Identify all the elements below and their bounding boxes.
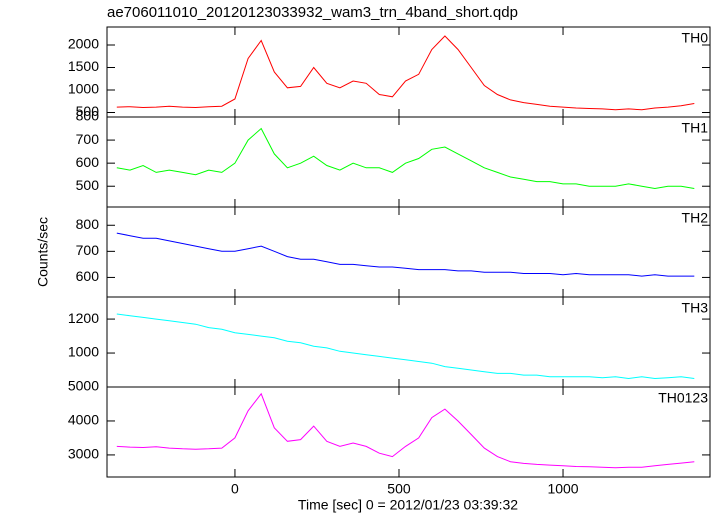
y-tick-label: 800	[76, 108, 100, 124]
data-line	[116, 232, 695, 277]
panel-label: TH0	[682, 30, 709, 46]
y-tick-label: 1000	[68, 81, 99, 97]
panel-frame	[106, 386, 711, 478]
y-tick-label: 800	[76, 216, 100, 232]
x-axis-label: Time [sec] 0 = 2012/01/23 03:39:32	[298, 497, 518, 513]
y-tick-label: 600	[76, 268, 100, 284]
y-tick-label: 700	[76, 242, 100, 258]
panel-label: TH1	[682, 120, 709, 136]
x-tick-label: 0	[231, 481, 239, 497]
y-tick-label: 1500	[68, 58, 99, 74]
y-tick-label: 1200	[68, 310, 99, 326]
y-tick-label: 500	[76, 103, 100, 119]
y-tick-label: 1000	[68, 344, 99, 360]
panel-label: TH3	[682, 300, 709, 316]
y-tick-label: 2000	[68, 36, 99, 52]
chart-title: ae706011010_20120123033932_wam3_trn_4ban…	[107, 4, 518, 21]
y-tick-label: 700	[76, 131, 100, 147]
data-line	[116, 392, 695, 469]
panel-label: TH2	[682, 210, 709, 226]
panel-frame	[106, 206, 711, 298]
y-tick-label: 600	[76, 154, 100, 170]
y-tick-label: 3000	[68, 446, 99, 462]
data-line	[116, 35, 695, 111]
panel-frame	[106, 296, 711, 388]
y-axis-label: Counts/sec	[35, 217, 51, 287]
data-line	[116, 127, 695, 190]
y-tick-label: 500	[76, 177, 100, 193]
x-tick-label: 1000	[547, 481, 578, 497]
y-tick-label: 5000	[68, 378, 99, 394]
panel-label: TH0123	[658, 390, 708, 406]
data-line	[116, 313, 695, 380]
y-tick-label: 4000	[68, 412, 99, 428]
panel-frame	[106, 26, 711, 118]
x-tick-label: 500	[387, 481, 411, 497]
